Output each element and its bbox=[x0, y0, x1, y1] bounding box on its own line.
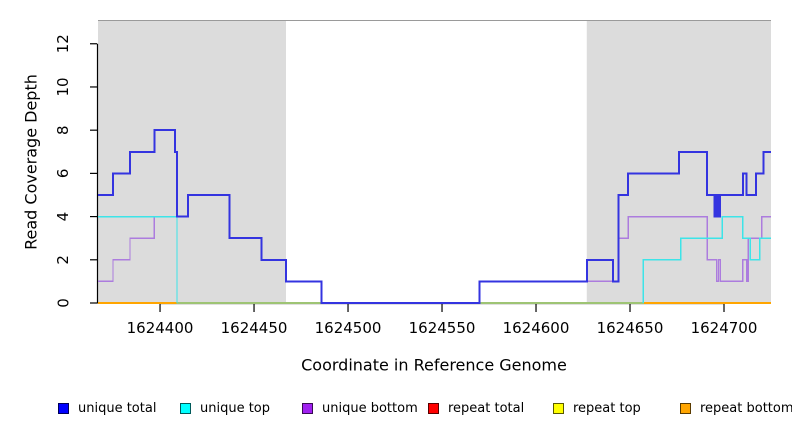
x-tick-label: 1624550 bbox=[409, 319, 476, 337]
y-tick-label: 10 bbox=[54, 77, 72, 96]
y-tick-label: 2 bbox=[54, 255, 72, 265]
x-tick-label: 1624700 bbox=[691, 319, 758, 337]
y-tick-label: 0 bbox=[54, 298, 72, 308]
legend-item-repeat-bottom: repeat bottom bbox=[680, 399, 792, 417]
x-tick-label: 1624500 bbox=[315, 319, 382, 337]
legend-swatch-icon bbox=[180, 402, 191, 414]
x-axis-title: Coordinate in Reference Genome bbox=[301, 355, 567, 375]
y-tick-label: 8 bbox=[54, 125, 72, 135]
legend-swatch-icon bbox=[553, 402, 564, 414]
y-tick-label: 6 bbox=[54, 169, 72, 179]
legend-swatch-icon bbox=[680, 402, 691, 414]
legend-item-unique-top: unique top bbox=[180, 399, 270, 417]
y-tick-label: 4 bbox=[54, 212, 72, 222]
series-line-unique-total bbox=[98, 129, 771, 304]
legend-label: repeat top bbox=[573, 400, 641, 416]
legend-swatch-icon bbox=[428, 402, 439, 414]
y-axis-title: Read Coverage Depth bbox=[21, 74, 41, 250]
legend-label: unique top bbox=[200, 400, 271, 416]
legend-label: unique total bbox=[78, 400, 157, 416]
legend-item-unique-bottom: unique bottom bbox=[302, 399, 418, 417]
x-tick-label: 1624650 bbox=[597, 319, 664, 337]
legend-item-unique-total: unique total bbox=[58, 399, 156, 417]
x-tick-label: 1624450 bbox=[221, 319, 288, 337]
shaded-region bbox=[98, 20, 286, 303]
legend-swatch-icon bbox=[302, 402, 313, 414]
legend-label: unique bottom bbox=[322, 400, 418, 416]
legend-item-repeat-top: repeat top bbox=[553, 399, 641, 417]
x-tick-label: 1624400 bbox=[127, 319, 194, 337]
legend-item-repeat-total: repeat total bbox=[428, 399, 524, 417]
y-tick-label: 12 bbox=[54, 34, 72, 53]
legend-swatch-icon bbox=[58, 402, 69, 414]
legend-label: repeat total bbox=[448, 400, 525, 416]
x-tick-label: 1624600 bbox=[503, 319, 570, 337]
legend: unique total unique top unique bottom repea… bbox=[0, 399, 792, 419]
legend-label: repeat bottom bbox=[700, 400, 792, 416]
